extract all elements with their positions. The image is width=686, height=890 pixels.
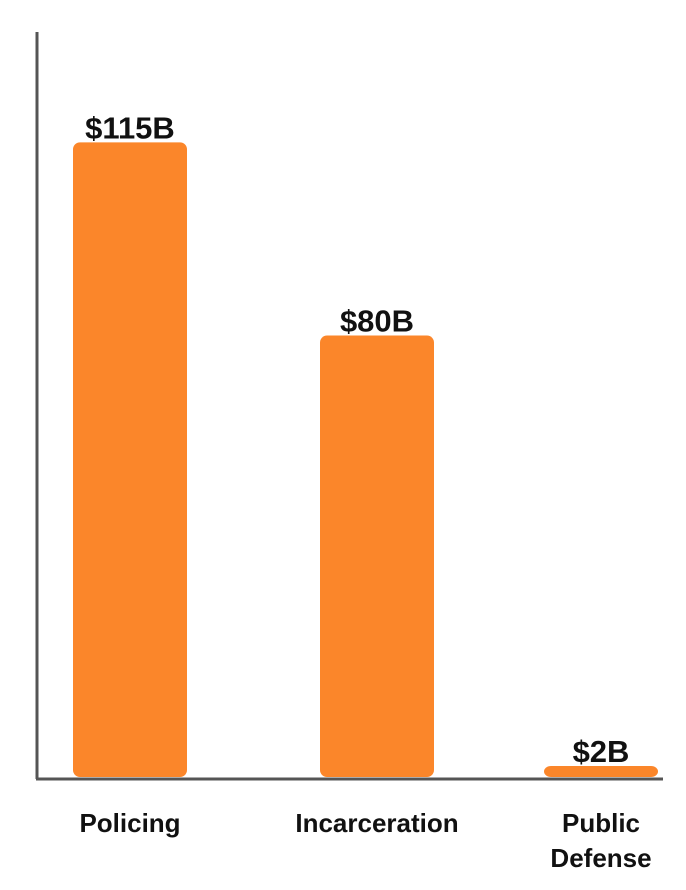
category-label: Policing xyxy=(79,808,180,838)
bar-policing xyxy=(73,142,187,778)
value-label: $80B xyxy=(340,304,414,339)
value-label: $2B xyxy=(573,734,630,769)
category-label: Incarceration xyxy=(295,808,458,838)
value-labels-group: $115B $80B $2B xyxy=(85,110,629,769)
category-label-line: Public xyxy=(562,808,640,838)
category-label-line: Defense xyxy=(550,843,651,873)
category-label-line: Policing xyxy=(79,808,180,838)
bars-group xyxy=(73,142,658,778)
category-label-line: Incarceration xyxy=(295,808,458,838)
category-label: Public Defense xyxy=(550,808,651,873)
value-label: $115B xyxy=(85,110,175,145)
category-labels-group: Policing Incarceration Public Defense xyxy=(79,808,651,873)
bar-incarceration xyxy=(320,335,434,777)
bar-public-defense xyxy=(544,765,658,777)
